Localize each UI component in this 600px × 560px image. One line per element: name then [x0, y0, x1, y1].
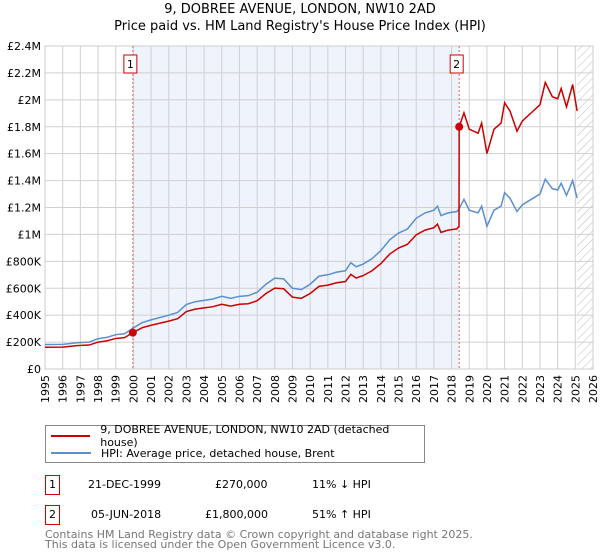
marker-badge: 2	[45, 505, 60, 525]
y-tick-label: £1.8M	[7, 121, 41, 134]
transaction-price: £1,800,000	[205, 508, 268, 521]
x-tick-label: 2020	[481, 375, 494, 403]
y-tick-label: £1.2M	[7, 202, 41, 215]
transaction-hpi: 11% ↓ HPI	[312, 478, 371, 491]
x-tick-label: 2011	[322, 375, 335, 403]
x-tick-label: 2008	[269, 375, 282, 403]
annotation-label: 1	[127, 58, 134, 71]
chart-title: 9, DOBREE AVENUE, LONDON, NW10 2AD	[164, 2, 436, 17]
y-tick-label: £1M	[18, 228, 42, 241]
x-tick-label: 1998	[92, 375, 105, 403]
x-tick-label: 2001	[145, 375, 158, 403]
price-chart: 1995 1996 1997 1998 1999 2000 2001 2002 2003 2004…	[6, 40, 600, 403]
legend-swatch-blue	[51, 452, 91, 454]
footer: Contains HM Land Registry data © Crown c…	[45, 528, 473, 551]
legend-label-property: 9, DOBREE AVENUE, LONDON, NW10 2AD (deta…	[100, 423, 390, 449]
sale-point	[455, 122, 464, 131]
x-tick-label: 2017	[428, 375, 441, 403]
x-tick-label: 2003	[180, 375, 193, 403]
legend-label-hpi: HPI: Average price, detached house, Bren…	[101, 446, 335, 460]
x-tick-label: 2023	[534, 375, 547, 403]
y-tick-label: £600K	[6, 282, 42, 295]
y-tick-label: £200K	[6, 336, 42, 349]
x-tick-label: 2012	[340, 375, 353, 403]
y-tick-label: £2.4M	[7, 40, 41, 53]
transaction-date: 21-DEC-1999	[88, 478, 162, 491]
y-tick-label: £2.2M	[7, 67, 41, 80]
x-tick-label: 2022	[516, 375, 529, 403]
x-tick-label: 1995	[39, 375, 52, 403]
x-tick-label: 2026	[587, 375, 600, 403]
legend: 9, DOBREE AVENUE, LONDON, NW10 2AD (deta…	[45, 423, 425, 463]
hpi-line	[44, 177, 578, 346]
annotation-box	[123, 54, 138, 74]
x-tick-label: 2010	[304, 375, 317, 403]
x-tick-label: 1997	[74, 375, 87, 403]
x-tick-label: 2006	[233, 375, 246, 403]
x-tick-label: 2015	[393, 375, 406, 403]
footer-line: This data is licensed under the Open Gov…	[45, 538, 396, 551]
x-tick-label: 2024	[552, 375, 565, 403]
sale-point	[128, 328, 137, 337]
y-tick-label: £1.6M	[7, 148, 41, 161]
x-tick-label: 2000	[127, 375, 140, 403]
x-tick-label: 2005	[216, 375, 229, 403]
legend-swatch-red	[51, 435, 91, 437]
x-tick-label: 2021	[499, 375, 512, 403]
price-paid-line	[44, 80, 578, 348]
x-tick-label: 2013	[357, 375, 370, 403]
x-tick-label: 2016	[410, 375, 423, 403]
x-tick-label: 1996	[57, 375, 70, 403]
x-tick-label: 2002	[163, 375, 176, 403]
annotation-label: 2	[453, 58, 460, 71]
x-tick-label: 2014	[375, 375, 388, 403]
chart-subtitle: Price paid vs. HM Land Registry's House …	[114, 19, 486, 34]
y-tick-label: £400K	[6, 309, 42, 322]
y-tick-label: £800K	[6, 255, 42, 268]
x-tick-label: 2025	[569, 375, 582, 403]
x-tick-label: 2004	[198, 375, 211, 403]
plot-border	[44, 45, 594, 370]
x-tick-label: 1999	[110, 375, 123, 403]
y-tick-label: £2M	[18, 94, 42, 107]
transaction-date: 05-JUN-2018	[91, 508, 162, 521]
x-tick-label: 2007	[251, 375, 264, 403]
transaction-row: 1 21-DEC-1999 £270,000 11% ↓ HPI	[45, 475, 375, 495]
transaction-price: £270,000	[215, 478, 268, 491]
y-tick-label: £1.4M	[7, 175, 41, 188]
y-tick-label: £0	[27, 363, 41, 376]
annotation-box	[449, 54, 464, 74]
x-tick-label: 2019	[463, 375, 476, 403]
transaction-row: 2 05-JUN-2018 £1,800,000 51% ↑ HPI	[45, 505, 375, 525]
transaction-hpi: 51% ↑ HPI	[312, 508, 371, 521]
x-tick-label: 2009	[286, 375, 299, 403]
marker-badge: 1	[45, 475, 60, 495]
footer-line: Contains HM Land Registry data © Crown c…	[45, 528, 473, 541]
x-tick-label: 2018	[446, 375, 459, 403]
